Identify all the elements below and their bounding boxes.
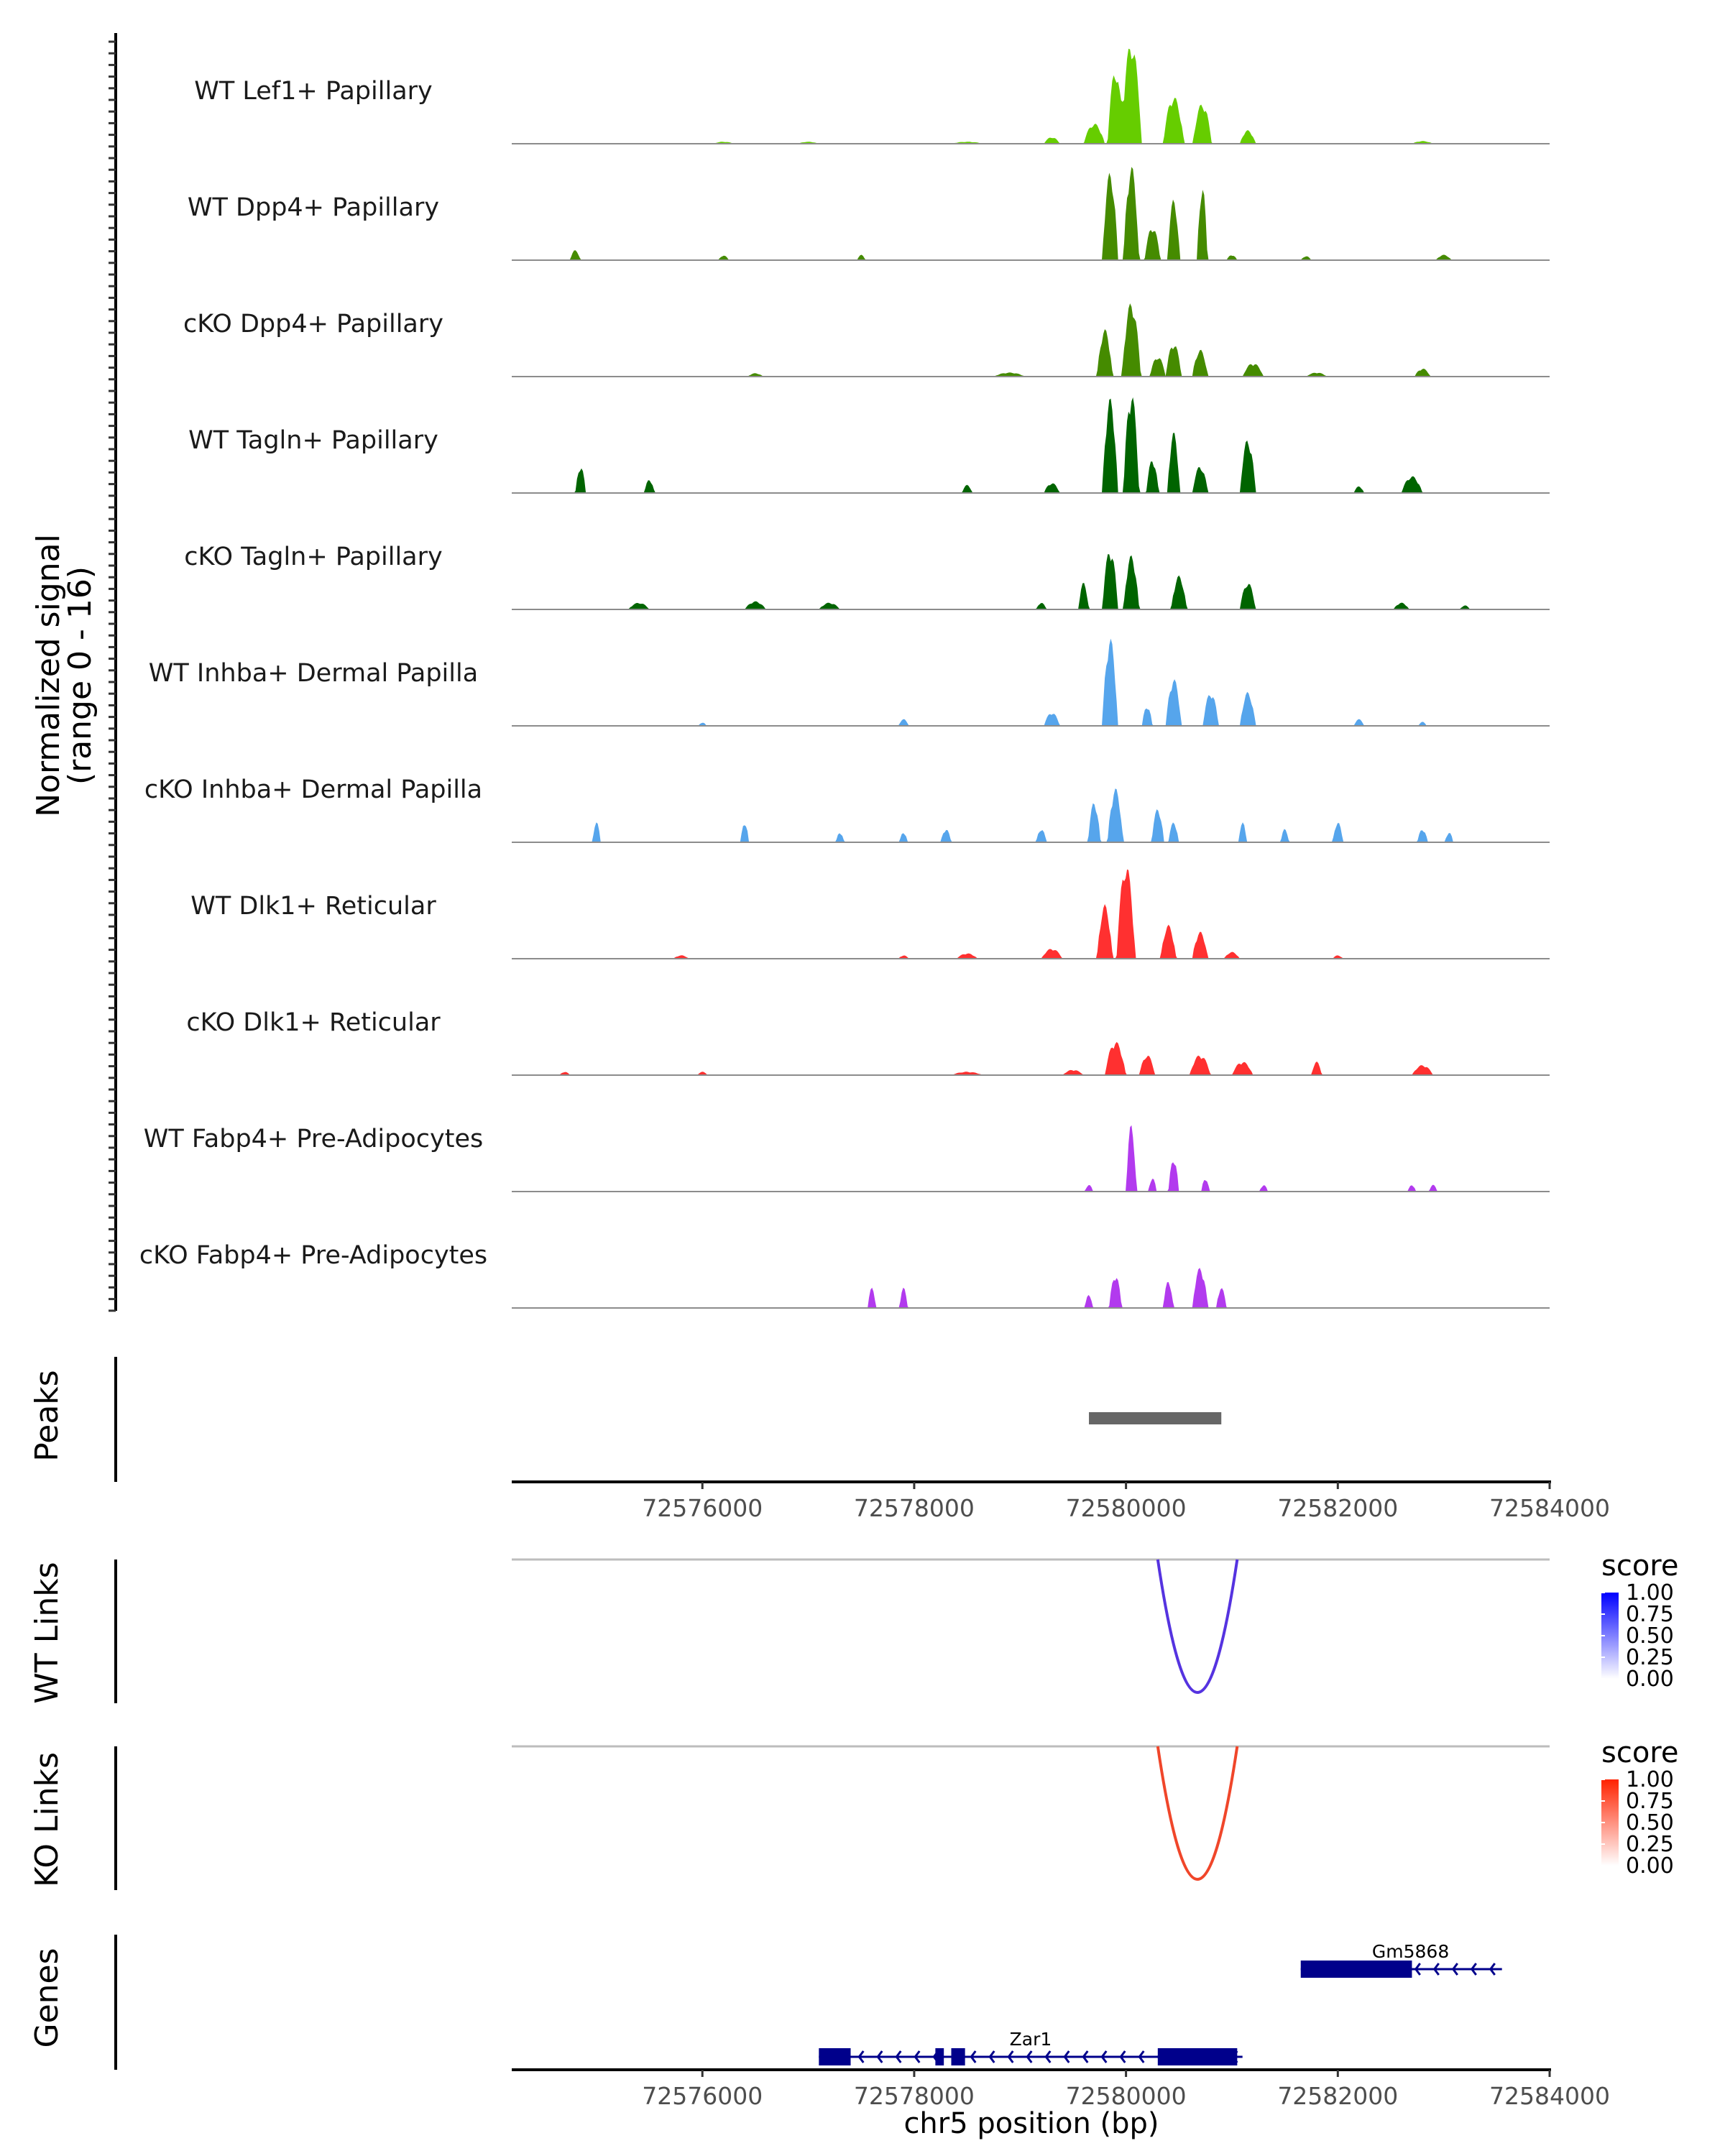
coverage-area-10 — [512, 1268, 1550, 1308]
track-label-0: WT Lef1+ Papillary — [194, 77, 433, 106]
track-label-2: cKO Dpp4+ Papillary — [183, 310, 443, 338]
x-axis-bottom-tick-label-3: 72582000 — [1277, 2082, 1398, 2110]
gene-exon-1-0 — [819, 2048, 851, 2065]
gene-exon-1-1 — [935, 2048, 944, 2065]
gene-strand-arrow-1 — [914, 2050, 921, 2063]
track-label-1: WT Dpp4+ Papillary — [188, 193, 439, 222]
gene-strand-arrow-0 — [1432, 1963, 1440, 1976]
gene-strand-arrow-1 — [857, 2050, 865, 2063]
legend-tick-label-0-3: 0.25 — [1626, 1645, 1674, 1670]
gene-strand-arrow-0 — [1451, 1963, 1458, 1976]
legend-title-0: score — [1601, 1549, 1678, 1583]
x-axis-top-tick-label-2: 72580000 — [1066, 1494, 1187, 1522]
genes-panel: Gm5868 Zar1 — [114, 1935, 1502, 2070]
track-label-10: cKO Fabp4+ Pre-Adipocytes — [139, 1241, 487, 1270]
peaks-panel — [114, 1357, 1222, 1482]
coverage-y-axis-range: (range 0 - 16) — [62, 566, 98, 785]
gene-strand-arrow-1 — [1063, 2050, 1070, 2063]
coverage-area-3 — [512, 397, 1550, 493]
legend-tick-label-0-4: 0.00 — [1626, 1667, 1674, 1692]
coverage-area-7 — [512, 869, 1550, 959]
gene-strand-arrow-1 — [1138, 2050, 1145, 2063]
gene-label-1: Zar1 — [1010, 2029, 1052, 2050]
gene-strand-arrow-0 — [1470, 1963, 1477, 1976]
peaks-track-label: Peaks — [29, 1370, 65, 1461]
coverage-y-axis-title: Normalized signal — [30, 534, 67, 817]
gene-exon-1-2 — [951, 2048, 965, 2065]
legend-tick-label-1-1: 0.75 — [1626, 1789, 1674, 1814]
coverage-area-4 — [512, 554, 1550, 609]
gene-strand-arrow-1 — [1100, 2050, 1108, 2063]
gene-strand-arrow-1 — [1119, 2050, 1126, 2063]
track-label-9: WT Fabp4+ Pre-Adipocytes — [144, 1125, 483, 1153]
x-axis-top-tick-label-3: 72582000 — [1277, 1494, 1398, 1522]
track-label-4: cKO Tagln+ Papillary — [184, 543, 443, 571]
gene-strand-arrow-1 — [1007, 2050, 1014, 2063]
track-label-8: cKO Dlk1+ Reticular — [186, 1008, 441, 1037]
track-label-6: cKO Inhba+ Dermal Papilla — [144, 775, 482, 804]
legend-tick-label-1-2: 0.50 — [1626, 1810, 1674, 1835]
gene-strand-arrow-0 — [1414, 1963, 1421, 1976]
gene-exon-1-3 — [1157, 2048, 1238, 2065]
x-axis-bottom-tick-label-0: 72576000 — [642, 2082, 763, 2110]
legend-tick-label-0-2: 0.50 — [1626, 1623, 1674, 1649]
coverage-area-1 — [512, 167, 1550, 260]
links-track-label-0: WT Links — [29, 1562, 65, 1703]
coverage-area-8 — [512, 1041, 1550, 1075]
peak-region-0 — [1089, 1412, 1222, 1424]
x-axis-top-tick-label-0: 72576000 — [642, 1494, 763, 1522]
gene-strand-arrow-1 — [1026, 2050, 1033, 2063]
x-axis-bottom-tick-label-4: 72584000 — [1489, 2082, 1610, 2110]
gene-strand-arrow-1 — [1044, 2050, 1052, 2063]
track-label-3: WT Tagln+ Papillary — [188, 426, 438, 455]
track-label-5: WT Inhba+ Dermal Papilla — [149, 659, 478, 688]
gene-exon-0-0 — [1300, 1961, 1412, 1978]
legend-tick-label-0-0: 1.00 — [1626, 1580, 1674, 1606]
gene-strand-arrow-1 — [988, 2050, 995, 2063]
x-axis-top: 72576000 72578000 72580000 72582000 72584000 — [512, 1480, 1610, 1522]
coverage-area-5 — [512, 638, 1550, 726]
link-arc-0 — [1156, 1559, 1239, 1694]
gene-strand-arrow-1 — [895, 2050, 902, 2063]
x-axis-bottom-tick-label-1: 72578000 — [854, 2082, 975, 2110]
legend-tick-label-1-0: 1.00 — [1626, 1767, 1674, 1792]
gene-strand-arrow-1 — [970, 2050, 977, 2063]
x-axis-top-tick-label-1: 72578000 — [854, 1494, 975, 1522]
legend-tick-label-1-4: 0.00 — [1626, 1853, 1674, 1879]
coverage-area-6 — [512, 788, 1550, 842]
x-axis-bottom-tick-label-2: 72580000 — [1066, 2082, 1187, 2110]
gene-strand-arrow-0 — [1489, 1963, 1496, 1976]
legend-title-1: score — [1601, 1736, 1678, 1769]
link-arc-1 — [1156, 1746, 1239, 1881]
legend-tick-label-0-1: 0.75 — [1626, 1602, 1674, 1627]
legend-tick-label-1-3: 0.25 — [1626, 1832, 1674, 1857]
coverage-area-0 — [512, 48, 1550, 144]
coverage-panel: WT Lef1+ Papillary WT Dpp4+ Papillary cKO … — [109, 33, 1550, 1312]
coverage-area-2 — [512, 303, 1550, 377]
x-axis-title: chr5 position (bp) — [903, 2107, 1159, 2140]
track-label-7: WT Dlk1+ Reticular — [190, 892, 436, 921]
coverage-area-9 — [512, 1125, 1550, 1192]
gene-label-0: Gm5868 — [1372, 1941, 1449, 1962]
genes-track-label: Genes — [29, 1948, 65, 2047]
gene-strand-arrow-1 — [876, 2050, 883, 2063]
links-track-label-1: KO Links — [29, 1752, 65, 1887]
x-axis-bottom: 72576000 72578000 72580000 72582000 72584000 — [512, 2068, 1610, 2110]
gene-strand-arrow-1 — [1082, 2050, 1089, 2063]
x-axis-top-tick-label-4: 72584000 — [1489, 1494, 1610, 1522]
